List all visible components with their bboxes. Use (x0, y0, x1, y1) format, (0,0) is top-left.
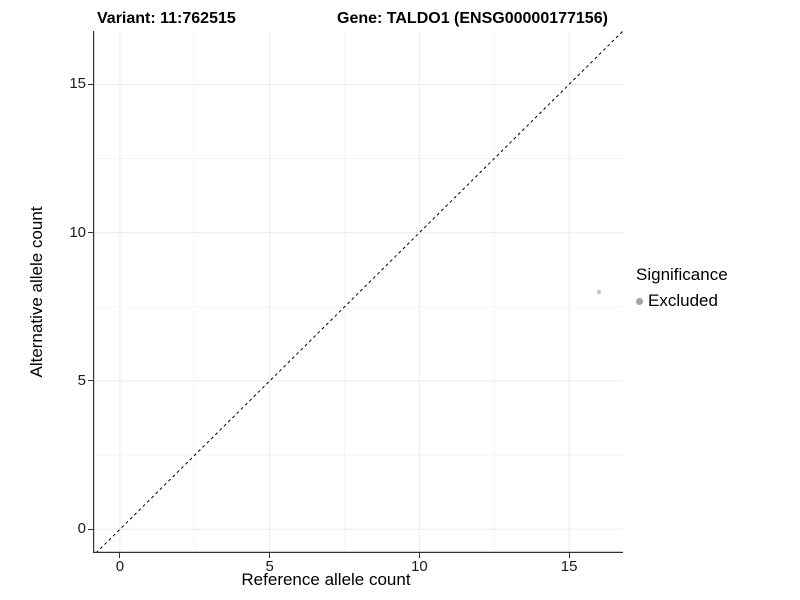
x-axis-title: Reference allele count (241, 570, 411, 589)
x-tick-mark (269, 553, 271, 558)
legend-item-excluded: Excluded (636, 291, 728, 311)
data-point (596, 289, 602, 295)
x-tick-mark (418, 553, 420, 558)
legend-item-label: Excluded (648, 291, 718, 310)
y-tick-label: 15 (69, 75, 86, 93)
legend: Significance Excluded (636, 265, 728, 311)
identity-line (95, 31, 623, 553)
plot-panel-canvas (93, 31, 623, 553)
legend-title: Significance (636, 265, 728, 284)
legend-point-icon (636, 297, 643, 305)
x-tick-mark (119, 553, 121, 558)
y-axis-title: Alternative allele count (27, 206, 46, 378)
plot-title-gene: Gene: TALDO1 (ENSG00000177156) (337, 10, 608, 27)
plot-title-variant: Variant: 11:762515 (97, 10, 236, 27)
plot-panel (93, 31, 623, 553)
y-tick-label: 0 (77, 520, 86, 538)
x-tick-mark (568, 553, 570, 558)
